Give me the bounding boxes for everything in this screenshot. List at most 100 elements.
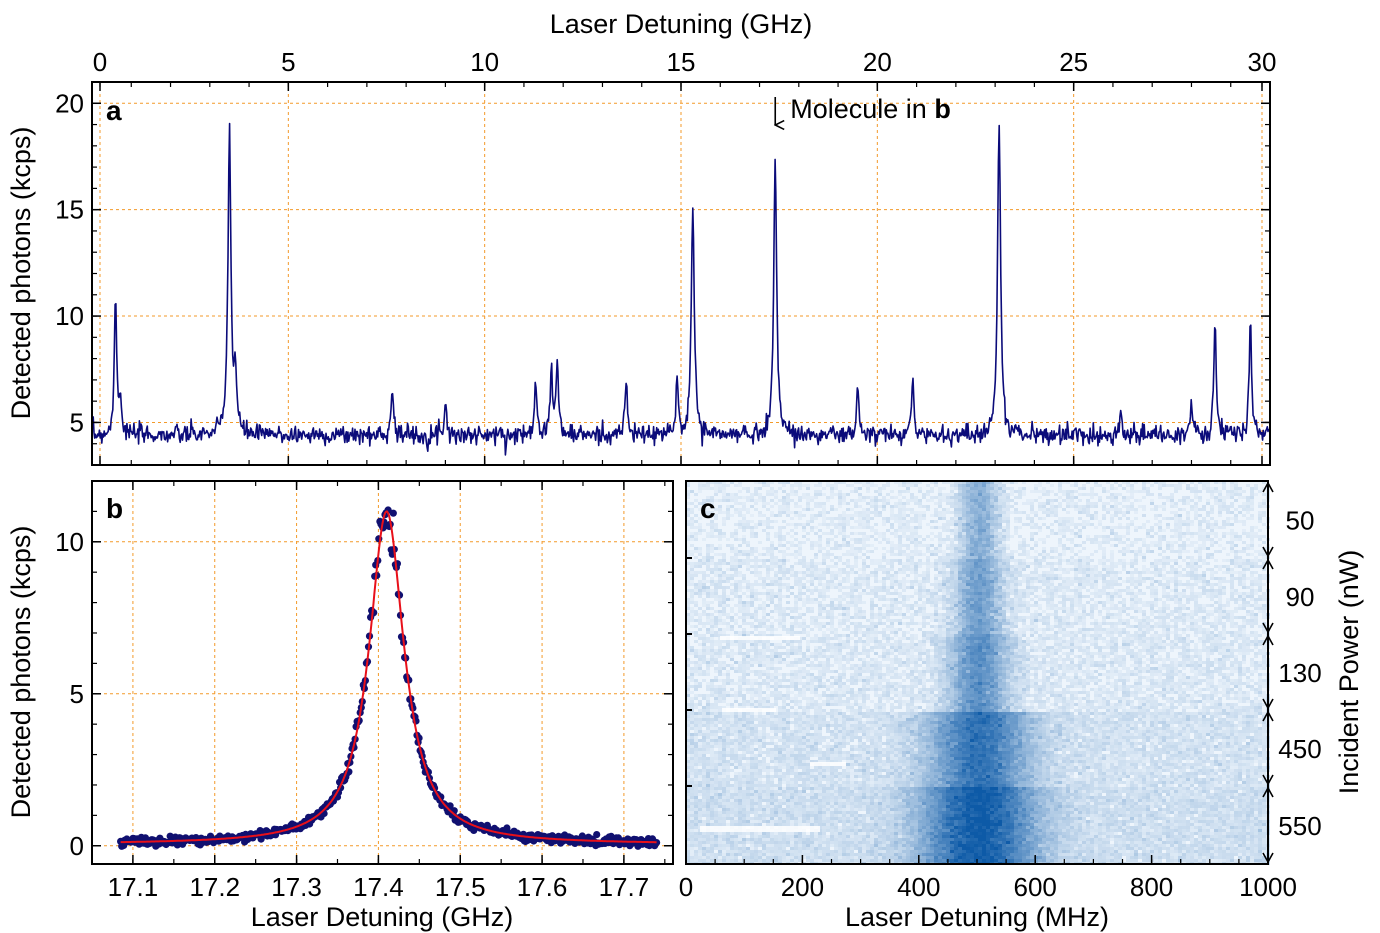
heatmap-cell (1018, 589, 1022, 592)
heatmap-cell (770, 559, 774, 562)
heatmap-cell (1134, 598, 1138, 601)
heatmap-cell (1218, 580, 1222, 583)
heatmap-cell (1050, 550, 1054, 553)
heatmap-cell (1158, 493, 1162, 496)
heatmap-cell (858, 487, 862, 490)
heatmap-cell (854, 562, 858, 565)
heatmap-cell (974, 502, 978, 505)
heatmap-cell (1010, 586, 1014, 589)
heatmap-cell (1242, 541, 1246, 544)
heatmap-cell (1118, 526, 1122, 529)
heatmap-cell (1022, 565, 1026, 568)
heatmap-cell (730, 514, 734, 517)
heatmap-cell (1086, 535, 1090, 538)
heatmap-cell (1118, 535, 1122, 538)
heatmap-cell (810, 496, 814, 499)
heatmap-cell (906, 523, 910, 526)
heatmap-cell (1110, 556, 1114, 559)
heatmap-cell (874, 568, 878, 571)
heatmap-cell (1134, 499, 1138, 502)
heatmap-cell (1046, 571, 1050, 574)
heatmap-cell (1110, 565, 1114, 568)
heatmap-cell (1194, 562, 1198, 565)
heatmap-cell (702, 583, 706, 586)
heatmap-cell (826, 556, 830, 559)
heatmap-cell (1154, 544, 1158, 547)
heatmap-cell (906, 520, 910, 523)
heatmap-cell (942, 586, 946, 589)
heatmap-cell (950, 529, 954, 532)
heatmap-cell (1110, 571, 1114, 574)
heatmap-cell (978, 490, 982, 493)
heatmap-cell (1178, 538, 1182, 541)
heatmap-cell (1174, 511, 1178, 514)
heatmap-cell (1054, 514, 1058, 517)
heatmap-cell (1170, 577, 1174, 580)
heatmap-cell (798, 514, 802, 517)
heatmap-cell (1030, 589, 1034, 592)
heatmap-cell (850, 583, 854, 586)
heatmap-cell (886, 568, 890, 571)
heatmap-cell (854, 511, 858, 514)
heatmap-cell (858, 514, 862, 517)
heatmap-cell (1158, 520, 1162, 523)
heatmap-cell (950, 499, 954, 502)
heatmap-cell (1254, 571, 1258, 574)
heatmap-cell (946, 529, 950, 532)
heatmap-cell (990, 502, 994, 505)
heatmap-cell (994, 535, 998, 538)
panel-a-ylabel: Detected photons (kcps) (6, 127, 36, 420)
heatmap-cell (1154, 532, 1158, 535)
heatmap-cell (1150, 493, 1154, 496)
heatmap-cell (1246, 595, 1250, 598)
heatmap-cell (1050, 529, 1054, 532)
heatmap-cell (758, 511, 762, 514)
heatmap-cell (1050, 547, 1054, 550)
heatmap-cell (694, 583, 698, 586)
heatmap-cell (926, 508, 930, 511)
heatmap-cell (1254, 526, 1258, 529)
heatmap-cell (1226, 523, 1230, 526)
heatmap-cell (1194, 571, 1198, 574)
heatmap-cell (894, 598, 898, 601)
heatmap-cell (894, 517, 898, 520)
heatmap-cell (1058, 490, 1062, 493)
heatmap-cell (722, 535, 726, 538)
heatmap-cell (890, 565, 894, 568)
heatmap-cell (786, 508, 790, 511)
heatmap-cell (754, 523, 758, 526)
heatmap-cell (994, 496, 998, 499)
heatmap-cell (1150, 595, 1154, 598)
heatmap-cell (1086, 565, 1090, 568)
heatmap-cell (1094, 607, 1098, 610)
heatmap-cell (1258, 544, 1262, 547)
heatmap-cell (1150, 601, 1154, 604)
heatmap-cell (938, 589, 942, 592)
heatmap-cell (1214, 550, 1218, 553)
heatmap-cell (730, 589, 734, 592)
heatmap-cell (1018, 526, 1022, 529)
heatmap-cell (802, 529, 806, 532)
heatmap-cell (838, 607, 842, 610)
heatmap-cell (1226, 610, 1230, 613)
heatmap-cell (1182, 541, 1186, 544)
heatmap-cell (1030, 580, 1034, 583)
heatmap-cell (986, 553, 990, 556)
heatmap-cell (1162, 589, 1166, 592)
heatmap-cell (994, 544, 998, 547)
heatmap-cell (1078, 550, 1082, 553)
heatmap-cell (978, 502, 982, 505)
heatmap-cell (958, 580, 962, 583)
heatmap-cell (1254, 493, 1258, 496)
heatmap-cell (782, 583, 786, 586)
heatmap-cell (978, 535, 982, 538)
heatmap-cell (1226, 601, 1230, 604)
heatmap-cell (1190, 589, 1194, 592)
heatmap-cell (1226, 520, 1230, 523)
heatmap-cell (1202, 571, 1206, 574)
heatmap-cell (906, 574, 910, 577)
heatmap-cell (1214, 520, 1218, 523)
heatmap-cell (1030, 505, 1034, 508)
heatmap-cell (698, 595, 702, 598)
heatmap-cell (1262, 502, 1266, 505)
